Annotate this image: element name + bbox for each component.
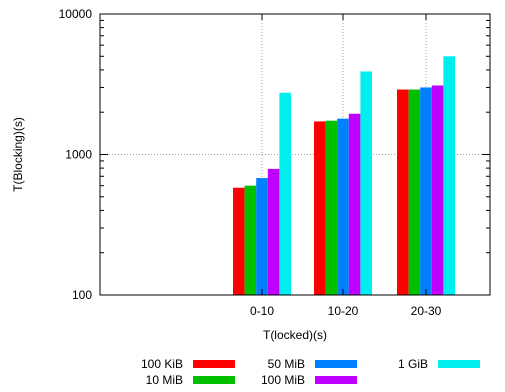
bar — [337, 118, 349, 295]
x-tick-label: 10-20 — [328, 304, 359, 318]
axis-ticks: 100 1000 10000 0-10 10-20 20-30 — [59, 7, 490, 318]
bar — [325, 120, 338, 296]
bar — [314, 121, 326, 295]
bar — [279, 92, 291, 295]
bars — [233, 56, 455, 296]
x-tick-label: 20-30 — [411, 304, 442, 318]
legend-swatch — [193, 376, 235, 384]
y-tick-label: 10000 — [59, 7, 93, 21]
bar — [348, 113, 361, 295]
x-axis-title: T(locked)(s) — [263, 328, 327, 342]
legend-swatch — [315, 360, 357, 368]
legend-label: 100 MiB — [261, 373, 305, 387]
x-tick-label: 0-10 — [250, 304, 274, 318]
legend-label: 50 MiB — [268, 357, 305, 371]
legend-label: 100 KiB — [141, 357, 183, 371]
bar — [233, 187, 245, 295]
bar — [408, 89, 421, 295]
bar — [431, 85, 444, 295]
legend: 100 KiB 10 MiB 50 MiB 100 MiB 1 GiB — [141, 357, 480, 387]
bar — [360, 71, 372, 296]
bar — [244, 185, 257, 295]
legend-label: 1 GiB — [398, 357, 428, 371]
bar — [267, 168, 280, 295]
legend-swatch — [193, 360, 235, 368]
bar — [443, 56, 455, 296]
bar — [420, 87, 432, 295]
bar — [397, 89, 409, 295]
legend-swatch — [315, 376, 357, 384]
legend-label: 10 MiB — [146, 373, 183, 387]
y-axis-title: T(Blocking)(s) — [11, 117, 25, 192]
y-tick-label: 1000 — [65, 148, 92, 162]
bar — [256, 178, 268, 295]
legend-swatch — [438, 360, 480, 368]
y-tick-label: 100 — [72, 288, 92, 302]
